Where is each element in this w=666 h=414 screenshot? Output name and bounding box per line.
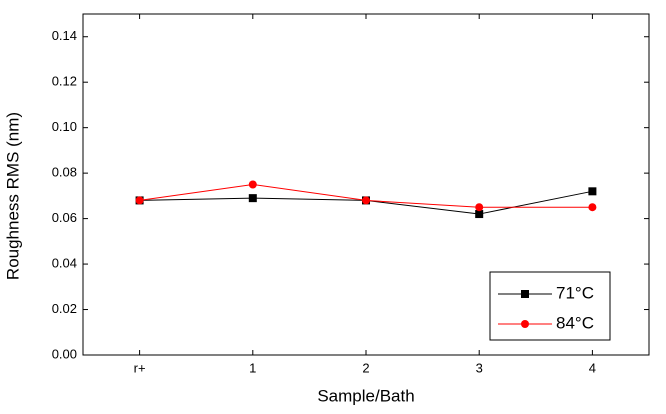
x-tick-label: 4 xyxy=(589,360,596,375)
marker xyxy=(248,180,257,189)
legend: 71°C 84°C xyxy=(489,271,611,341)
y-tick-label: 0.12 xyxy=(52,74,77,89)
marker xyxy=(248,194,257,203)
y-tick-label: 0.10 xyxy=(52,119,77,134)
x-tick-label: 1 xyxy=(249,360,256,375)
y-axis-title: Roughness RMS (nm) xyxy=(3,112,22,280)
legend-label: 84°C xyxy=(556,313,594,332)
y-tick-label: 0.14 xyxy=(52,28,77,43)
marker xyxy=(362,196,370,205)
legend-box xyxy=(489,271,611,341)
x-tick-label: 3 xyxy=(476,360,483,375)
x-tick-label: 2 xyxy=(362,360,369,375)
y-tick-label: 0.08 xyxy=(52,165,77,180)
marker xyxy=(475,203,484,212)
marker xyxy=(588,187,597,196)
y-tick-label: 0.00 xyxy=(52,346,77,361)
y-tick-label: 0.06 xyxy=(52,210,77,225)
marker xyxy=(475,210,484,219)
y-tick-label: 0.02 xyxy=(52,301,77,316)
marker xyxy=(135,196,144,205)
y-tick-label: 0.04 xyxy=(52,256,77,271)
marker xyxy=(521,290,529,298)
legend-label: 71°C xyxy=(556,283,594,302)
x-axis-title: Sample/Bath xyxy=(317,386,414,405)
marker xyxy=(521,320,529,328)
marker xyxy=(588,203,597,212)
x-tick-label: r+ xyxy=(134,360,146,375)
